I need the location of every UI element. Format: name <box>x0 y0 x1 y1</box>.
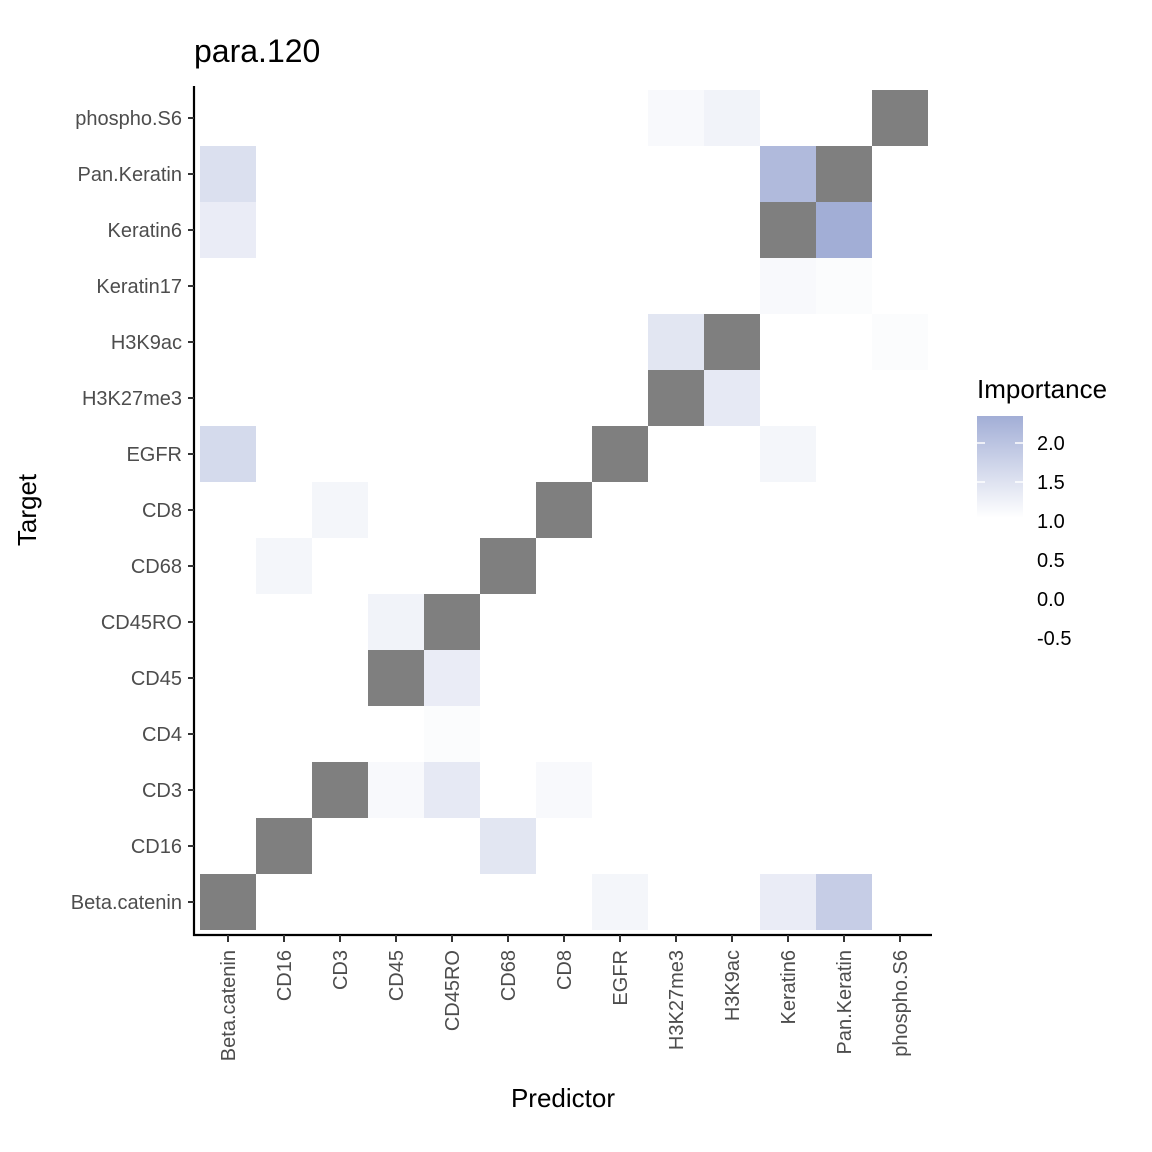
cell-cd8-cd3 <box>312 482 368 538</box>
cell-h3k9ac-phospho-s6 <box>872 314 928 370</box>
x-tick-label: Beta.catenin <box>218 950 240 1061</box>
x-tick-label: CD45 <box>386 950 408 1001</box>
cell-h3k9ac-h3k27me3 <box>648 314 704 370</box>
cell-cd3-cd45ro <box>424 762 480 818</box>
cell-diagonal-cd45ro <box>424 594 480 650</box>
x-tick-label: H3K27me3 <box>666 950 688 1050</box>
legend-label: 1.5 <box>1037 472 1065 494</box>
cell-cd16-cd68 <box>480 818 536 874</box>
cell-diagonal-cd3 <box>312 762 368 818</box>
y-tick-label: CD45 <box>131 668 182 690</box>
y-tick-label: Keratin17 <box>96 276 182 298</box>
cell-cd68-cd16 <box>256 538 312 594</box>
cell-cd45ro-cd45 <box>368 594 424 650</box>
y-tick-label: Beta.catenin <box>71 892 182 914</box>
y-tick-label: CD16 <box>131 836 182 858</box>
cell-beta-catenin-egfr <box>592 874 648 930</box>
legend-label: 1.0 <box>1037 511 1065 533</box>
cell-diagonal-beta-catenin <box>200 874 256 930</box>
x-tick-label: phospho.S6 <box>890 950 912 1057</box>
cell-diagonal-cd16 <box>256 818 312 874</box>
heatmap-cells <box>200 90 928 930</box>
x-tick-label: CD8 <box>554 950 576 990</box>
x-tick-label: CD45RO <box>442 950 464 1031</box>
legend-title: Importance <box>977 374 1107 404</box>
x-tick-label: CD68 <box>498 950 520 1001</box>
y-tick-label: CD8 <box>142 500 182 522</box>
cell-diagonal-cd45 <box>368 650 424 706</box>
cell-diagonal-pan-keratin <box>816 146 872 202</box>
x-tick-label: CD16 <box>274 950 296 1001</box>
y-tick-label: CD4 <box>142 724 182 746</box>
y-tick-label: EGFR <box>126 444 182 466</box>
cell-beta-catenin-pan-keratin <box>816 874 872 930</box>
cell-cd3-cd8 <box>536 762 592 818</box>
y-tick-label: H3K9ac <box>111 332 182 354</box>
y-tick-label: H3K27me3 <box>82 388 182 410</box>
cell-h3k27me3-h3k9ac <box>704 370 760 426</box>
legend-colorbar <box>977 416 1023 518</box>
legend-label: 2.0 <box>1037 433 1065 455</box>
x-tick-label: H3K9ac <box>722 950 744 1021</box>
legend-label: -0.5 <box>1037 628 1071 650</box>
cell-diagonal-h3k9ac <box>704 314 760 370</box>
x-tick-label: Pan.Keratin <box>834 950 856 1055</box>
legend-label: 0.0 <box>1037 589 1065 611</box>
legend-ticks: 2.0 1.5 1.0 0.5 0.0 -0.5 <box>977 433 1071 650</box>
cell-keratin17-pan-keratin <box>816 258 872 314</box>
cell-pan-keratin-keratin6 <box>760 146 816 202</box>
x-ticks: Beta.catenin CD16 CD3 CD45 CD45RO CD68 CD8 EGFR… <box>218 935 912 1061</box>
cell-cd45-cd45ro <box>424 650 480 706</box>
x-tick-label: CD3 <box>330 950 352 990</box>
cell-diagonal-h3k27me3 <box>648 370 704 426</box>
cell-keratin6-egfr <box>592 202 648 258</box>
x-axis-title: Predictor <box>511 1083 615 1113</box>
cell-phospho-s6-h3k9ac <box>704 90 760 146</box>
y-tick-label: phospho.S6 <box>75 108 182 130</box>
y-tick-label: CD45RO <box>101 612 182 634</box>
cell-beta-catenin-keratin6 <box>760 874 816 930</box>
y-axis-title: Target <box>12 473 42 546</box>
cell-egfr-pan-keratin <box>816 426 872 482</box>
cell-pan-keratin-beta-catenin <box>200 146 256 202</box>
chart-title: para.120 <box>194 33 320 69</box>
cell-diagonal-keratin6 <box>760 202 816 258</box>
cell-diagonal-cd8 <box>536 482 592 538</box>
cell-diagonal-egfr <box>592 426 648 482</box>
y-tick-label: CD3 <box>142 780 182 802</box>
y-tick-label: Pan.Keratin <box>77 164 182 186</box>
cell-egfr-keratin6 <box>760 426 816 482</box>
cell-diagonal-phospho-s6 <box>872 90 928 146</box>
x-tick-label: Keratin6 <box>778 950 800 1025</box>
cell-keratin6-beta-catenin <box>200 202 256 258</box>
cell-egfr-beta-catenin <box>200 426 256 482</box>
x-tick-label: EGFR <box>610 950 632 1006</box>
cell-cd4-cd45ro <box>424 706 480 762</box>
cell-keratin17-keratin6 <box>760 258 816 314</box>
cell-cd3-cd45 <box>368 762 424 818</box>
legend-label: 0.5 <box>1037 550 1065 572</box>
cell-keratin6-pan-keratin <box>816 202 872 258</box>
cell-diagonal-cd68 <box>480 538 536 594</box>
y-tick-label: CD68 <box>131 556 182 578</box>
y-ticks: Beta.catenin CD16 CD3 CD4 CD45 CD45RO CD68 CD8 E… <box>71 108 194 914</box>
y-tick-label: Keratin6 <box>108 220 183 242</box>
cell-phospho-s6-h3k27me3 <box>648 90 704 146</box>
legend: Importance 2.0 1.5 1.0 0.5 0.0 -0.5 <box>977 374 1107 650</box>
